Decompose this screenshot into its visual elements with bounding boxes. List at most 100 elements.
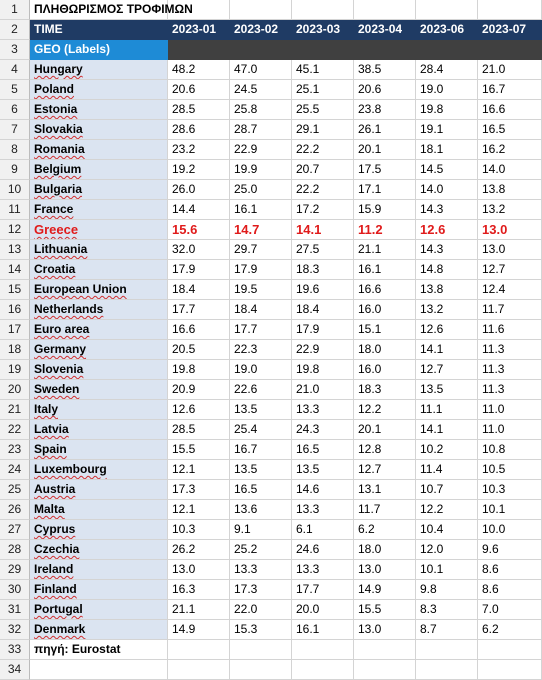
value-cell[interactable]: 25.4 [230, 420, 292, 440]
empty-cell[interactable] [416, 640, 478, 660]
country-cell[interactable]: Sweden [30, 380, 168, 400]
value-cell[interactable]: 11.3 [478, 360, 542, 380]
row-header[interactable]: 1 [0, 0, 30, 20]
month-header-cell[interactable]: 2023-01 [168, 20, 230, 40]
value-cell[interactable]: 13.1 [354, 480, 416, 500]
row-header[interactable]: 31 [0, 600, 30, 620]
row-header[interactable]: 28 [0, 540, 30, 560]
value-cell[interactable]: 26.2 [168, 540, 230, 560]
value-cell[interactable]: 17.9 [230, 260, 292, 280]
value-cell[interactable]: 14.8 [416, 260, 478, 280]
value-cell[interactable]: 21.0 [478, 60, 542, 80]
empty-cell[interactable] [354, 40, 416, 60]
value-cell[interactable]: 20.1 [354, 420, 416, 440]
row-header[interactable]: 34 [0, 660, 30, 680]
empty-cell[interactable] [168, 640, 230, 660]
value-cell[interactable]: 11.6 [478, 320, 542, 340]
sheet-title-cell[interactable]: ΠΛΗΘΩΡΙΣΜΟΣ ΤΡΟΦΙΜΩΝ [30, 0, 193, 20]
value-cell[interactable]: 26.0 [168, 180, 230, 200]
value-cell[interactable]: 17.7 [168, 300, 230, 320]
row-header[interactable]: 22 [0, 420, 30, 440]
value-cell[interactable]: 21.1 [168, 600, 230, 620]
value-cell[interactable]: 17.2 [292, 200, 354, 220]
value-cell[interactable]: 16.3 [168, 580, 230, 600]
country-cell[interactable]: Denmark [30, 620, 168, 640]
value-cell[interactable]: 12.4 [478, 280, 542, 300]
value-cell[interactable]: 15.1 [354, 320, 416, 340]
value-cell[interactable]: 11.7 [478, 300, 542, 320]
value-cell[interactable]: 10.3 [478, 480, 542, 500]
value-cell[interactable]: 10.4 [416, 520, 478, 540]
value-cell[interactable]: 23.2 [168, 140, 230, 160]
row-header[interactable]: 4 [0, 60, 30, 80]
value-cell[interactable]: 12.2 [354, 400, 416, 420]
value-cell[interactable]: 18.1 [416, 140, 478, 160]
time-header-cell[interactable]: TIME [30, 20, 168, 40]
value-cell[interactable]: 27.5 [292, 240, 354, 260]
country-cell[interactable]: Slovenia [30, 360, 168, 380]
empty-cell[interactable] [230, 0, 292, 20]
value-cell[interactable]: 14.3 [416, 200, 478, 220]
empty-cell[interactable] [230, 40, 292, 60]
value-cell[interactable]: 24.5 [230, 80, 292, 100]
row-header[interactable]: 17 [0, 320, 30, 340]
value-cell[interactable]: 20.6 [168, 80, 230, 100]
row-header[interactable]: 20 [0, 380, 30, 400]
country-cell[interactable]: Malta [30, 500, 168, 520]
month-header-cell[interactable]: 2023-02 [230, 20, 292, 40]
value-cell[interactable]: 13.3 [230, 560, 292, 580]
value-cell[interactable]: 20.0 [292, 600, 354, 620]
value-cell[interactable]: 12.0 [416, 540, 478, 560]
source-cell[interactable]: πηγή: Eurostat [30, 640, 168, 660]
empty-cell[interactable] [30, 660, 168, 680]
value-cell[interactable]: 7.0 [478, 600, 542, 620]
value-cell[interactable]: 13.8 [416, 280, 478, 300]
value-cell[interactable]: 12.7 [478, 260, 542, 280]
value-cell[interactable]: 19.8 [292, 360, 354, 380]
value-cell[interactable]: 19.8 [168, 360, 230, 380]
value-cell[interactable]: 18.0 [354, 540, 416, 560]
value-cell[interactable]: 12.8 [354, 440, 416, 460]
value-cell[interactable]: 16.7 [230, 440, 292, 460]
value-cell[interactable]: 11.3 [478, 340, 542, 360]
value-cell[interactable]: 22.2 [292, 140, 354, 160]
value-cell[interactable]: 14.3 [416, 240, 478, 260]
value-cell[interactable]: 22.2 [292, 180, 354, 200]
value-cell[interactable]: 17.7 [230, 320, 292, 340]
value-cell[interactable]: 13.5 [230, 460, 292, 480]
value-cell[interactable]: 11.1 [416, 400, 478, 420]
value-cell[interactable]: 12.7 [354, 460, 416, 480]
value-cell[interactable]: 10.7 [416, 480, 478, 500]
value-cell[interactable]: 38.5 [354, 60, 416, 80]
value-cell[interactable]: 17.9 [292, 320, 354, 340]
value-cell[interactable]: 9.8 [416, 580, 478, 600]
value-cell[interactable]: 11.0 [478, 420, 542, 440]
value-cell[interactable]: 15.5 [168, 440, 230, 460]
value-cell[interactable]: 8.6 [478, 580, 542, 600]
value-cell[interactable]: 45.1 [292, 60, 354, 80]
row-header[interactable]: 25 [0, 480, 30, 500]
empty-cell[interactable] [354, 640, 416, 660]
value-cell[interactable]: 22.3 [230, 340, 292, 360]
empty-cell[interactable] [478, 0, 542, 20]
value-cell[interactable]: 14.1 [416, 340, 478, 360]
country-cell[interactable]: Italy [30, 400, 168, 420]
value-cell[interactable]: 13.8 [478, 180, 542, 200]
value-cell[interactable]: 13.6 [230, 500, 292, 520]
value-cell[interactable]: 22.9 [292, 340, 354, 360]
value-cell[interactable]: 32.0 [168, 240, 230, 260]
row-header[interactable]: 13 [0, 240, 30, 260]
row-header[interactable]: 18 [0, 340, 30, 360]
empty-cell[interactable] [416, 660, 478, 680]
value-cell[interactable]: 13.0 [478, 220, 542, 240]
empty-cell[interactable] [292, 660, 354, 680]
country-cell[interactable]: Lithuania [30, 240, 168, 260]
value-cell[interactable]: 10.5 [478, 460, 542, 480]
month-header-cell[interactable]: 2023-04 [354, 20, 416, 40]
value-cell[interactable]: 19.0 [416, 80, 478, 100]
value-cell[interactable]: 12.1 [168, 500, 230, 520]
value-cell[interactable]: 16.0 [354, 300, 416, 320]
value-cell[interactable]: 29.7 [230, 240, 292, 260]
value-cell[interactable]: 11.3 [478, 380, 542, 400]
empty-cell[interactable] [292, 40, 354, 60]
